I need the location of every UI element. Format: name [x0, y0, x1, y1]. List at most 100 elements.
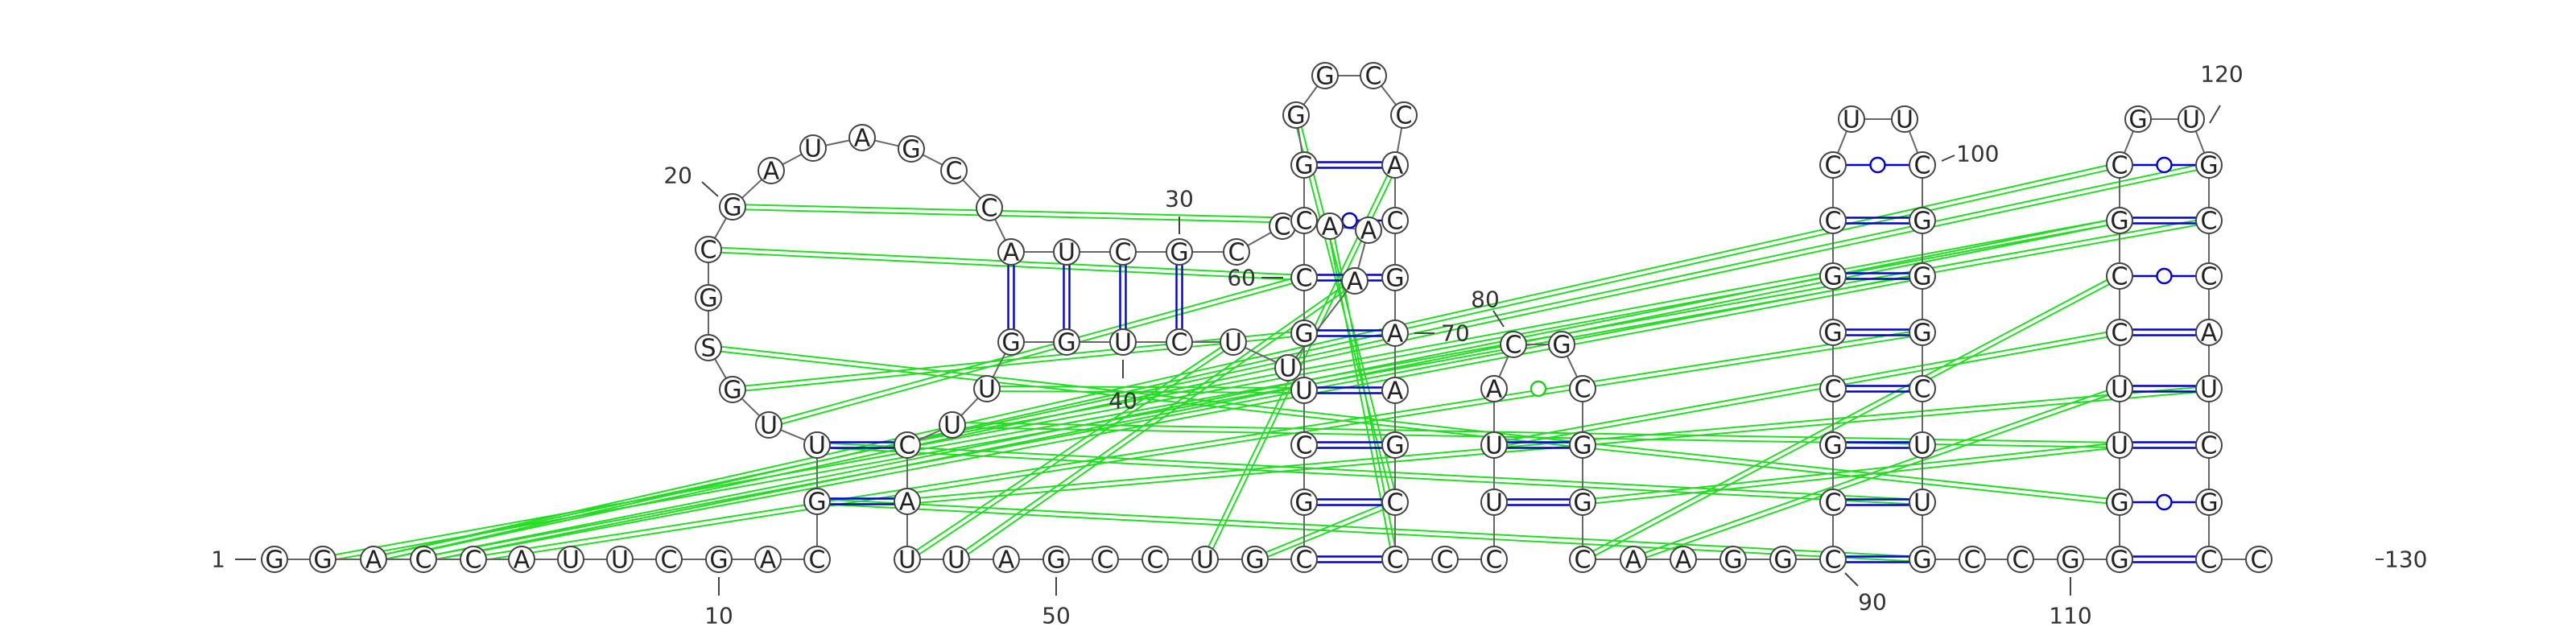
svg-text:G: G: [1046, 546, 1065, 575]
position-label-100: 100: [1941, 141, 1999, 167]
svg-text:G: G: [1913, 546, 1931, 575]
nucleotide-123: A: [2195, 319, 2223, 348]
svg-text:G: G: [1286, 102, 1305, 130]
svg-text:C: C: [1387, 546, 1404, 575]
nucleotide-37: U: [1220, 328, 1247, 357]
svg-text:C: C: [1296, 265, 1313, 293]
svg-text:G: G: [1724, 546, 1742, 575]
nucleotide-6: A: [508, 546, 535, 575]
svg-text:60: 60: [1227, 265, 1256, 291]
nucleotide-33: A: [1316, 212, 1344, 241]
svg-text:G: G: [1823, 320, 1842, 348]
nucleotide-40: G: [1053, 328, 1080, 357]
svg-text:10: 10: [704, 603, 733, 629]
nucleotide-93: G: [1819, 319, 1847, 348]
svg-text:A: A: [998, 546, 1015, 575]
nucleotide-13: G: [803, 488, 831, 517]
base-pair-28-40: [1063, 265, 1071, 329]
svg-text:110: 110: [2049, 603, 2091, 629]
base-pair-55-72: [1317, 498, 1382, 506]
nucleotide-78: A: [1480, 375, 1508, 404]
svg-text:U: U: [978, 376, 996, 404]
backbone-link-43-44: [919, 429, 941, 441]
svg-text:120: 120: [2200, 61, 2243, 88]
svg-text:G: G: [2199, 152, 2218, 180]
nucleotide-98: U: [1891, 105, 1918, 134]
nucleotide-86: A: [1670, 546, 1697, 575]
svg-text:A: A: [763, 158, 780, 186]
nucleotide-105: U: [1909, 489, 1936, 517]
nucleotide-41: G: [997, 328, 1025, 357]
svg-text:G: G: [1913, 208, 1931, 236]
svg-text:C: C: [661, 546, 678, 575]
svg-text:G: G: [2110, 489, 2128, 517]
svg-text:C: C: [1274, 213, 1291, 241]
backbone-link-19-20: [714, 217, 727, 239]
nucleotide-128: C: [2245, 546, 2273, 575]
position-label-110: 110: [2049, 577, 2092, 629]
base-pair-93-102: [1846, 328, 1909, 336]
svg-text:G: G: [902, 136, 920, 164]
svg-text:G: G: [265, 546, 283, 575]
svg-text:C: C: [1825, 208, 1842, 236]
svg-text:G: G: [1773, 546, 1792, 575]
svg-text:A: A: [899, 489, 916, 517]
svg-text:U: U: [1896, 106, 1913, 134]
tertiary-interaction-46-37: [916, 346, 1224, 555]
nucleotide-112: U: [2106, 431, 2133, 460]
backbone-link-42-43: [960, 397, 979, 417]
svg-text:C: C: [1396, 102, 1413, 130]
tertiary-interaction-85-113: [1644, 390, 2109, 559]
backbone-link-14-15: [780, 429, 806, 441]
base-pair-56-71: [1317, 441, 1382, 449]
svg-text:C: C: [2201, 546, 2218, 575]
svg-text:130: 130: [2384, 546, 2427, 573]
nucleotide-12: C: [803, 546, 831, 575]
svg-text:U: U: [1114, 329, 1132, 357]
svg-text:C: C: [1296, 546, 1313, 575]
svg-text:C: C: [1914, 152, 1931, 180]
nucleotide-39: U: [1109, 328, 1137, 357]
svg-text:C: C: [465, 546, 482, 575]
svg-text:G: G: [1823, 432, 1842, 460]
nucleotide-11: A: [754, 546, 782, 575]
base-pair-114-123: [2132, 328, 2196, 336]
nucleotide-87: G: [1719, 546, 1747, 575]
svg-text:C: C: [2013, 546, 2029, 575]
svg-text:G: G: [699, 285, 717, 313]
nucleotide-28: U: [1053, 238, 1080, 267]
svg-text:A: A: [1360, 217, 1377, 245]
position-label-60: 60: [1227, 265, 1283, 291]
svg-text:1: 1: [211, 546, 225, 573]
svg-text:40: 40: [1108, 388, 1137, 414]
base-pair-layer: [830, 156, 2196, 563]
nucleotide-59: C: [1290, 264, 1318, 293]
base-pair-13-45: [830, 497, 894, 505]
base-pair-113-124: [2132, 385, 2196, 393]
svg-text:C: C: [1825, 152, 1842, 180]
nucleotide-18: G: [695, 284, 722, 313]
svg-text:C: C: [2112, 263, 2128, 291]
nucleotide-66: A: [1381, 151, 1409, 180]
svg-text:C: C: [1387, 489, 1404, 517]
svg-text:C: C: [1914, 376, 1931, 404]
base-pair-91-104: [1846, 441, 1909, 449]
nucleotide-49: G: [1042, 546, 1070, 575]
svg-text:G: G: [709, 546, 728, 575]
svg-text:C: C: [2201, 208, 2218, 236]
nucleotide-102: G: [1909, 319, 1936, 348]
base-pair-94-101: [1846, 272, 1909, 280]
nucleotide-125: C: [2195, 431, 2223, 460]
svg-text:G: G: [1057, 329, 1075, 357]
svg-text:C: C: [1171, 329, 1188, 357]
nucleotide-72: C: [1381, 489, 1409, 517]
nucleotide-45: A: [894, 488, 921, 517]
base-pair-54-73: [1317, 555, 1382, 563]
svg-text:U: U: [1295, 377, 1313, 406]
svg-text:U: U: [1224, 329, 1242, 357]
nucleotide-100: G: [1909, 207, 1936, 236]
nucleotide-60: C: [1290, 207, 1318, 236]
svg-text:G: G: [1573, 432, 1591, 460]
svg-text:G: G: [807, 489, 826, 517]
